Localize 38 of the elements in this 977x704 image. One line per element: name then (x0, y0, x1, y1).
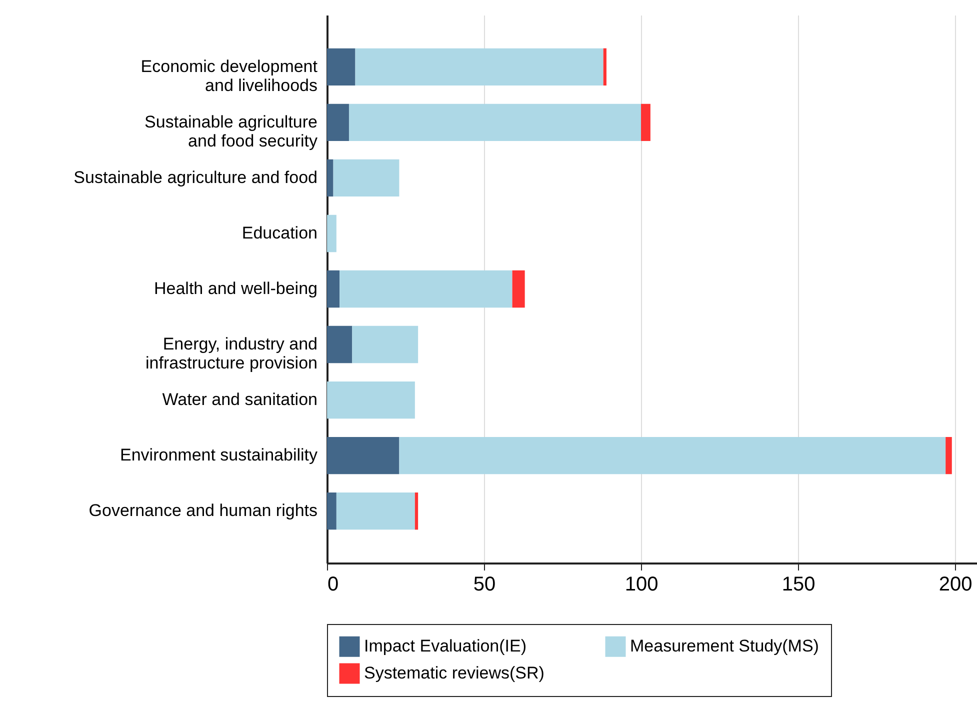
bar (641, 104, 650, 142)
bar (348, 104, 642, 142)
y-tick-label: Sustainable agriculture and food security (144, 112, 318, 150)
x-tick-label: 100 (624, 574, 658, 596)
bar (327, 104, 349, 142)
y-tick-label: Health and well-being (154, 279, 318, 298)
bar (946, 436, 952, 474)
legend-label: Impact Evaluation(IE) (364, 636, 527, 656)
bar (352, 326, 418, 364)
legend-label: Systematic reviews(SR) (364, 664, 544, 682)
bar (399, 436, 946, 474)
bar (327, 436, 400, 474)
x-tick-label: 50 (473, 574, 496, 596)
bar (327, 270, 340, 308)
bar (336, 492, 415, 530)
x-tick-label: 150 (782, 574, 816, 596)
bar (512, 270, 525, 308)
x-tick-label: 0 (328, 574, 339, 596)
bar (340, 270, 512, 308)
y-tick-label: Sustainable agriculture and food (74, 168, 318, 187)
x-tick-label: 200 (938, 574, 972, 596)
bar (327, 159, 334, 197)
y-tick-label: Environment sustainability (120, 446, 318, 465)
y-tick-label: Education (242, 223, 318, 242)
y-tick-label: Governance and human rights (88, 501, 318, 520)
bar (603, 48, 606, 86)
bar (333, 159, 400, 197)
bar (327, 214, 336, 252)
legend-label: Measurement Study(MS) (630, 636, 819, 656)
y-tick-label: Water and sanitation (162, 390, 318, 410)
bar (355, 48, 604, 86)
y-tick-label: Energy, industry and infrastructure provision (146, 334, 318, 373)
bar (327, 326, 352, 364)
bar (327, 492, 336, 530)
bar (327, 381, 415, 419)
bar (327, 48, 356, 86)
y-tick-label: Economic development and livelihoods (140, 56, 318, 95)
bar (414, 492, 418, 530)
